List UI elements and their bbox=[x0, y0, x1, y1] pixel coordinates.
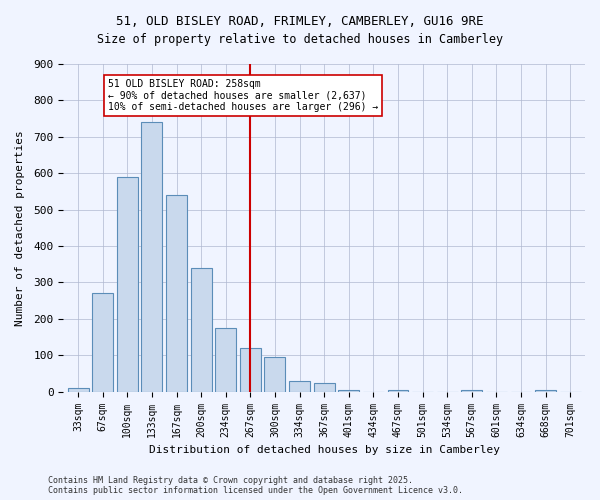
Bar bbox=[388, 390, 409, 392]
Text: 51 OLD BISLEY ROAD: 258sqm
← 90% of detached houses are smaller (2,637)
10% of s: 51 OLD BISLEY ROAD: 258sqm ← 90% of deta… bbox=[107, 78, 378, 112]
Bar bbox=[289, 381, 310, 392]
Bar bbox=[265, 357, 286, 392]
Bar bbox=[338, 390, 359, 392]
Bar bbox=[68, 388, 89, 392]
Text: Contains HM Land Registry data © Crown copyright and database right 2025.
Contai: Contains HM Land Registry data © Crown c… bbox=[48, 476, 463, 495]
Y-axis label: Number of detached properties: Number of detached properties bbox=[15, 130, 25, 326]
Bar bbox=[117, 177, 138, 392]
Bar bbox=[191, 268, 212, 392]
Bar bbox=[535, 390, 556, 392]
Bar bbox=[215, 328, 236, 392]
Bar bbox=[240, 348, 261, 392]
Text: 51, OLD BISLEY ROAD, FRIMLEY, CAMBERLEY, GU16 9RE: 51, OLD BISLEY ROAD, FRIMLEY, CAMBERLEY,… bbox=[116, 15, 484, 28]
Bar bbox=[142, 122, 163, 392]
Bar bbox=[92, 294, 113, 392]
Text: Size of property relative to detached houses in Camberley: Size of property relative to detached ho… bbox=[97, 32, 503, 46]
Bar bbox=[314, 382, 335, 392]
X-axis label: Distribution of detached houses by size in Camberley: Distribution of detached houses by size … bbox=[149, 445, 500, 455]
Bar bbox=[461, 390, 482, 392]
Bar bbox=[166, 195, 187, 392]
